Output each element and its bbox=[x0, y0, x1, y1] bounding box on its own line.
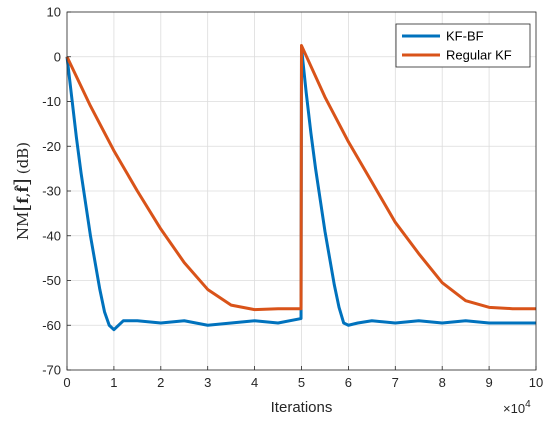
y-tick-label: 10 bbox=[47, 5, 61, 20]
x-tick-label: 5 bbox=[298, 375, 305, 390]
y-tick-label: -40 bbox=[42, 228, 61, 243]
y-tick-label: -20 bbox=[42, 139, 61, 154]
y-tick-label: 0 bbox=[54, 49, 61, 64]
y-tick-label: -50 bbox=[42, 273, 61, 288]
x-tick-label: 7 bbox=[392, 375, 399, 390]
axis-ticks: 0 1 2 3 4 5 6 7 8 9 10 10 0 -10 -20 -30 -40 -50 -60 -70 bbox=[42, 5, 543, 391]
y-label-open: [ bbox=[9, 204, 33, 212]
y-tick-label: -70 bbox=[42, 363, 61, 378]
y-tick-label: -60 bbox=[42, 318, 61, 333]
y-label-f: f bbox=[14, 196, 32, 204]
x-tick-label: 6 bbox=[345, 375, 352, 390]
legend: KF-BF Regular KF bbox=[395, 23, 531, 68]
x-tick-label: 8 bbox=[439, 375, 446, 390]
y-label-unit: (dB) bbox=[14, 142, 32, 174]
x-tick-label: 3 bbox=[204, 375, 211, 390]
x-tick-label: 0 bbox=[63, 375, 70, 390]
x-tick-label: 4 bbox=[251, 375, 258, 390]
y-tick-label: -30 bbox=[42, 184, 61, 199]
x-multiplier-label: ×104 bbox=[503, 399, 531, 416]
x-tick-label: 2 bbox=[157, 375, 164, 390]
series-layer bbox=[65, 44, 536, 332]
svg-text:NM[f,f̂](dB): NM[f,f̂] (dB) bbox=[9, 142, 33, 240]
x-axis-label: Iterations bbox=[271, 399, 333, 416]
x-tick-label: 10 bbox=[529, 375, 543, 390]
legend-label-kf-bf: KF-BF bbox=[446, 29, 484, 44]
series-regular-kf-line bbox=[65, 44, 536, 312]
x-tick-label: 1 bbox=[110, 375, 117, 390]
legend-box bbox=[395, 23, 531, 68]
legend-label-regular-kf: Regular KF bbox=[446, 48, 512, 63]
y-tick-label: -10 bbox=[42, 94, 61, 109]
y-label-close: ] bbox=[9, 178, 33, 186]
y-axis-label: NM[f,f̂] (dB) bbox=[9, 142, 33, 240]
y-label-prefix: NM bbox=[14, 212, 32, 240]
x-tick-label: 9 bbox=[485, 375, 492, 390]
y-label-sep: , bbox=[14, 193, 32, 198]
x-multiplier-exponent: 4 bbox=[525, 399, 531, 410]
y-label-fhat: f̂ bbox=[14, 185, 32, 193]
